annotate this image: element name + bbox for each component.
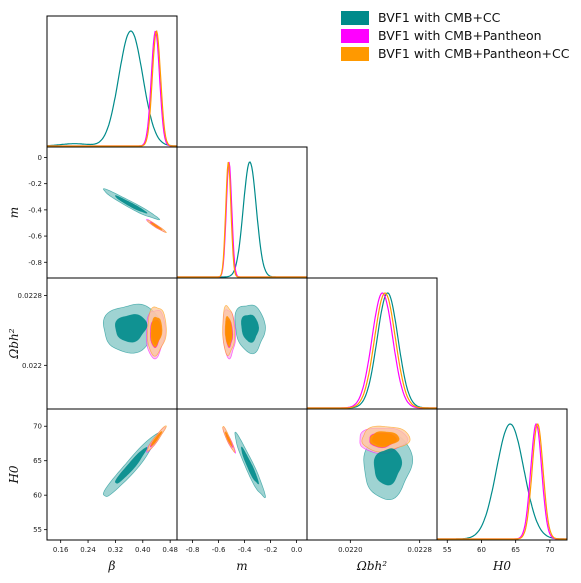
density-1-0	[47, 30, 177, 147]
contour-68-2	[151, 316, 163, 346]
contour-68-2	[371, 431, 400, 447]
contour-68-0	[241, 446, 260, 485]
density-0-0	[47, 30, 177, 147]
xtick-label: -0.6	[212, 546, 226, 554]
panel-content	[102, 188, 167, 234]
contour-68-0	[373, 448, 403, 486]
contour-68-2	[224, 316, 233, 345]
x-axis-label: β	[108, 559, 116, 573]
xtick-label: 0.24	[80, 546, 96, 554]
y-axis-label: Ωbh²	[7, 328, 21, 359]
xtick-label: 65	[511, 546, 520, 554]
panel-content	[47, 29, 177, 147]
ytick-label: 0	[38, 154, 42, 162]
contour-68-0	[114, 195, 148, 214]
xtick-label: 0.40	[135, 546, 151, 554]
panel-2-2	[306, 277, 438, 410]
contour-68-0	[114, 447, 148, 484]
contour-68-0	[241, 314, 260, 343]
x-axis-label: m	[236, 559, 247, 573]
legend-swatch-0	[341, 11, 369, 25]
contour-68-2	[224, 431, 233, 447]
xtick-label: 0.0228	[407, 546, 432, 554]
legend-swatch-2	[341, 47, 369, 61]
panel-content	[102, 425, 167, 497]
panel-frame	[176, 146, 308, 279]
ytick-label: -0.8	[28, 259, 42, 267]
panel-frame	[46, 408, 178, 541]
density-2-0	[47, 29, 177, 147]
x-axis-label: Ωbh²	[356, 559, 387, 573]
xtick-label: -0.4	[238, 546, 252, 554]
density-1-2	[307, 292, 437, 409]
panel-2-1	[176, 277, 308, 410]
ytick-label: 70	[33, 423, 42, 431]
xtick-label: -0.8	[186, 546, 200, 554]
xtick-label: 60	[477, 546, 486, 554]
xtick-label: -0.2	[264, 546, 278, 554]
density-2-1	[177, 162, 307, 278]
panel-1-1	[176, 146, 308, 279]
density-2-2	[307, 292, 437, 409]
panel-frame	[176, 408, 308, 541]
legend-swatch-1	[341, 29, 369, 43]
xtick-label: 70	[545, 546, 554, 554]
ytick-label: -0.6	[28, 233, 42, 241]
panel-0-0	[46, 15, 178, 148]
ytick-label: 0.0228	[18, 292, 43, 300]
y-axis-label: m	[7, 207, 21, 218]
xtick-label: 0.16	[53, 546, 69, 554]
density-0-2	[307, 292, 437, 409]
panel-content	[102, 303, 167, 360]
panel-3-1: -0.8 -0.6 -0.4 -0.2 0.0 m	[176, 408, 308, 573]
ytick-label: -0.2	[28, 180, 42, 188]
xtick-label: 0.0220	[338, 546, 363, 554]
panel-3-2: 0.0220 0.0228 Ωbh²	[306, 408, 438, 573]
ytick-label: 0.022	[22, 362, 42, 370]
panel-frame	[436, 408, 568, 541]
xtick-label: 0.48	[162, 546, 178, 554]
xtick-label: 0.32	[108, 546, 124, 554]
panel-content	[177, 161, 307, 278]
contour-68-0	[114, 314, 148, 343]
panel-content	[359, 425, 414, 501]
panel-content	[222, 426, 266, 499]
panel-frame	[306, 277, 438, 410]
legend: BVF1 with CMB+CC BVF1 with CMB+Pantheon …	[341, 10, 570, 61]
panel-3-0: 0.16 0.24 0.32 0.40 0.48 β 70 65 60 55 H0	[7, 408, 178, 573]
panel-3-3: 55 60 65 70 H0	[436, 408, 568, 573]
ytick-label: 55	[33, 526, 42, 534]
legend-label-0: BVF1 with CMB+CC	[378, 10, 501, 25]
ytick-label: 65	[33, 457, 42, 465]
density-0-1	[177, 161, 307, 278]
legend-label-2: BVF1 with CMB+Pantheon+CC	[378, 46, 570, 61]
y-axis-label: H0	[7, 465, 21, 484]
panel-content	[222, 304, 266, 360]
panel-content	[437, 422, 567, 540]
density-2-3	[437, 423, 567, 540]
ytick-label: 60	[33, 492, 42, 500]
panel-frame	[46, 146, 178, 279]
xtick-label: 55	[443, 546, 452, 554]
contour-68-2	[151, 222, 163, 231]
ytick-label: -0.4	[28, 206, 42, 214]
panel-content	[307, 292, 437, 409]
xtick-label: 0.0	[291, 546, 302, 554]
x-axis-label: H0	[492, 559, 511, 573]
panel-1-0: 0 -0.2 -0.4 -0.6 -0.8 m	[7, 146, 178, 279]
contour-68-2	[151, 431, 163, 447]
legend-label-1: BVF1 with CMB+Pantheon	[378, 28, 542, 43]
